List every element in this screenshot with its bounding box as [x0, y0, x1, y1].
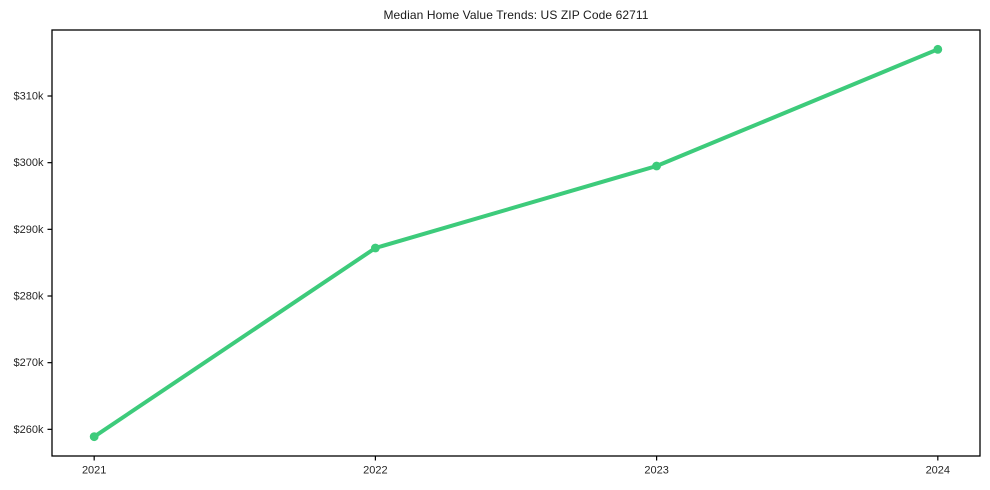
chart-title: Median Home Value Trends: US ZIP Code 62… [383, 8, 649, 22]
x-tick-label: 2021 [82, 465, 106, 477]
y-tick-label: $300k [14, 157, 44, 169]
axes-border [51, 29, 981, 457]
y-tick-label: $260k [14, 424, 44, 436]
data-line [92, 47, 940, 439]
data-point-marker [652, 161, 662, 171]
y-tick-label: $290k [14, 224, 44, 236]
data-point-marker [933, 44, 943, 54]
y-tick-label: $310k [14, 91, 44, 103]
data-point-marker [370, 243, 380, 253]
x-tick-label: 2022 [363, 465, 387, 477]
y-tick-label: $270k [14, 357, 44, 369]
y-tick-label: $280k [14, 291, 44, 303]
x-tick-label: 2023 [644, 465, 668, 477]
x-tick-label: 2024 [926, 465, 950, 477]
data-point-marker [89, 432, 99, 442]
